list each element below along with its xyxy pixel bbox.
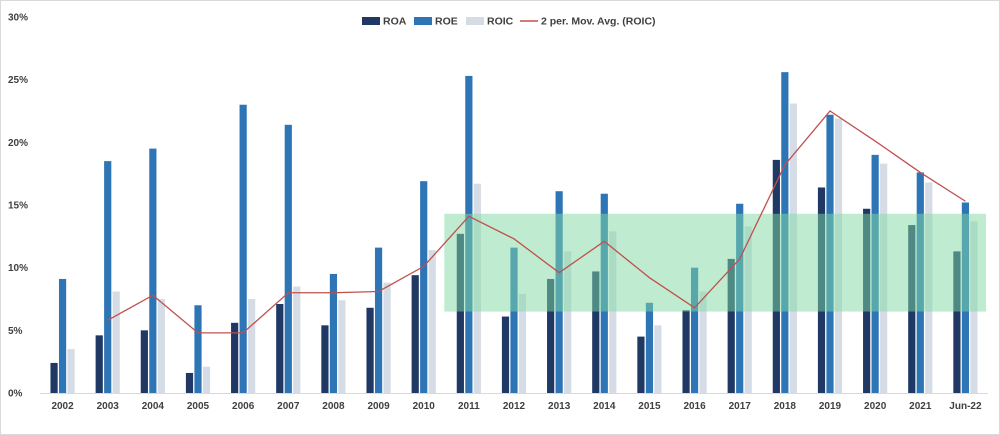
bar-roe <box>104 161 112 393</box>
y-tick-label: 30% <box>8 13 28 24</box>
legend-label: ROIC <box>487 16 514 28</box>
bar-roic <box>338 300 346 393</box>
bar-roic <box>609 231 617 393</box>
bar-roa <box>50 362 58 393</box>
x-tick-label: 2004 <box>142 401 165 412</box>
bar-roa <box>411 275 419 393</box>
x-tick-label: 2003 <box>97 401 120 412</box>
y-tick-label: 10% <box>8 263 28 274</box>
bar-roic <box>67 349 75 393</box>
legend-swatch-roe <box>414 17 432 25</box>
legend-label: 2 per. Mov. Avg. (ROIC) <box>541 16 656 28</box>
bar-roa <box>185 372 194 393</box>
bar-roe <box>329 273 338 393</box>
x-tick-label: 2016 <box>683 401 706 412</box>
bar-roe <box>58 278 67 393</box>
x-tick-label: 2008 <box>322 401 345 412</box>
x-tick-label: 2014 <box>593 401 616 412</box>
legend-label: ROA <box>383 16 407 28</box>
bar-roic <box>293 286 301 393</box>
x-tick-label: 2018 <box>774 401 797 412</box>
x-tick-label: 2011 <box>458 401 480 412</box>
bar-roa <box>95 335 103 393</box>
bar-roic <box>383 282 391 393</box>
bar-roa <box>501 316 510 393</box>
bar-roe <box>284 124 292 393</box>
shaded-band <box>444 213 986 312</box>
bar-roe <box>239 104 247 393</box>
x-tick-label: 2017 <box>729 401 752 412</box>
x-tick-label: 2021 <box>909 401 932 412</box>
x-tick-label: 2010 <box>413 401 436 412</box>
bar-roe <box>149 148 157 393</box>
bar-roic <box>518 293 527 393</box>
y-tick-label: 25% <box>8 75 28 86</box>
bar-roa <box>140 330 148 393</box>
y-tick-label: 15% <box>8 201 28 212</box>
bar-roic <box>248 299 256 393</box>
x-tick-label: 2002 <box>51 401 74 412</box>
x-tick-label: 2007 <box>277 401 300 412</box>
bar-roe <box>645 302 654 393</box>
bar-roe <box>194 305 202 393</box>
bar-roa <box>366 307 374 393</box>
x-tick-label: 2006 <box>232 401 255 412</box>
bar-roe <box>690 267 699 393</box>
bar-roic <box>112 291 120 393</box>
bar-roa <box>682 310 690 393</box>
bar-roic <box>428 250 436 393</box>
bar-roic <box>564 251 572 393</box>
legend: ROA ROE ROIC 2 per. Mov. Avg. (ROIC) <box>362 16 656 28</box>
bar-roic <box>699 291 707 393</box>
y-axis: 0% 5% 10% 15% 20% 25% 30% <box>8 13 28 400</box>
x-tick-label: 2020 <box>864 401 887 412</box>
bar-roe <box>374 247 383 393</box>
bar-roic <box>654 325 662 393</box>
bar-roe <box>510 247 518 393</box>
bar-roe <box>420 181 428 393</box>
x-tick-label: 2009 <box>367 401 390 412</box>
line-2-per-mov-avg-roic <box>107 110 966 334</box>
bar-roa <box>637 336 645 393</box>
bar-roa <box>592 271 600 393</box>
x-tick-label: 2019 <box>819 401 842 412</box>
legend-swatch-roa <box>362 17 380 25</box>
bar-roa <box>727 258 735 393</box>
legend-label: ROE <box>435 16 458 28</box>
x-tick-label: 2005 <box>187 401 210 412</box>
bar-roic <box>157 299 165 393</box>
legend-swatch-roic <box>466 17 484 25</box>
x-tick-label: 2015 <box>638 401 661 412</box>
y-tick-label: 0% <box>8 389 23 400</box>
y-tick-label: 20% <box>8 138 28 149</box>
x-tick-label: 2013 <box>548 401 571 412</box>
x-tick-label: 2012 <box>503 401 526 412</box>
bar-roa <box>456 233 464 393</box>
y-tick-label: 5% <box>8 326 23 337</box>
bar-roa <box>276 304 284 393</box>
moving-average-layer <box>107 110 986 334</box>
bar-roa <box>953 251 961 393</box>
x-tick-label: Jun-22 <box>949 401 982 412</box>
bar-roa <box>231 322 239 393</box>
bar-roa <box>547 278 555 393</box>
x-axis: 2002 2003 2004 2005 2006 2007 2008 2009 2010 2011… <box>40 393 988 412</box>
bar-roic <box>202 366 211 393</box>
bar-roa <box>321 325 329 393</box>
